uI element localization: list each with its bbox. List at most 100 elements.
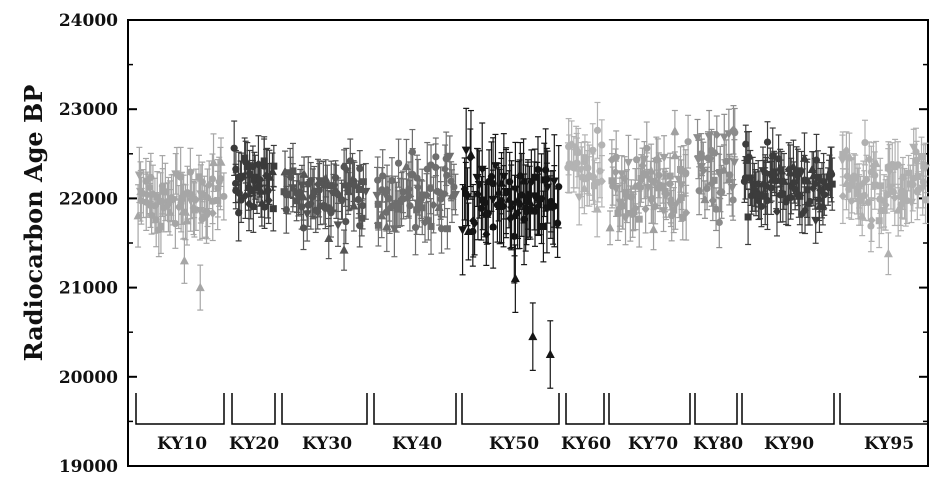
- data-point: [443, 225, 451, 233]
- data-point: [611, 167, 620, 177]
- data-point: [670, 126, 680, 135]
- group-bracket: [608, 393, 691, 425]
- data-point: [636, 183, 645, 192]
- data-point: [622, 189, 630, 197]
- data-point: [693, 134, 703, 143]
- series-KY60: [564, 101, 606, 238]
- group-label: KY90: [764, 434, 814, 454]
- data-point: [385, 194, 393, 203]
- data-point: [282, 206, 290, 214]
- data-point: [372, 191, 382, 201]
- data-point: [637, 174, 645, 182]
- group-label: KY10: [157, 434, 207, 454]
- data-point: [682, 208, 691, 218]
- y-tick-label: 19000: [59, 457, 118, 477]
- data-point: [280, 166, 290, 176]
- data-point: [811, 216, 821, 226]
- data-point: [253, 184, 261, 192]
- data-point: [715, 218, 723, 227]
- data-point: [339, 245, 349, 254]
- data-point: [650, 200, 660, 210]
- data-point: [752, 190, 760, 198]
- data-point: [450, 191, 460, 200]
- data-point: [241, 154, 249, 162]
- data-point: [288, 184, 298, 193]
- data-point: [818, 200, 828, 209]
- data-point: [429, 200, 438, 210]
- data-point: [722, 157, 730, 166]
- data-point: [666, 172, 674, 180]
- data-point: [646, 165, 656, 175]
- data-point: [682, 169, 690, 177]
- data-point: [374, 200, 382, 208]
- data-point: [643, 144, 651, 152]
- data-point: [797, 168, 807, 177]
- data-point: [573, 159, 581, 167]
- group-label: KY80: [693, 434, 743, 454]
- data-point: [490, 162, 500, 171]
- series-KY80: [693, 105, 739, 249]
- data-point: [744, 213, 752, 221]
- data-point: [461, 146, 471, 156]
- data-point: [710, 176, 718, 184]
- data-point: [921, 164, 930, 173]
- data-point: [445, 152, 455, 162]
- group-label: KY30: [302, 434, 352, 454]
- data-point: [597, 176, 606, 186]
- data-point: [315, 177, 325, 186]
- data-point: [761, 192, 769, 200]
- group-bracket: [281, 393, 368, 425]
- data-point: [427, 222, 435, 230]
- series-KY10: [133, 133, 228, 311]
- data-point: [850, 172, 858, 180]
- data-point: [677, 165, 685, 173]
- data-point: [489, 223, 497, 231]
- data-point: [249, 203, 257, 211]
- data-point: [134, 171, 144, 180]
- data-point: [649, 224, 659, 234]
- data-point: [355, 186, 363, 194]
- data-point: [655, 171, 663, 179]
- data-point: [605, 222, 615, 232]
- data-point: [343, 186, 353, 196]
- data-point: [743, 156, 751, 164]
- series-KY30: [280, 138, 371, 271]
- group-label: KY20: [229, 434, 279, 454]
- data-point: [302, 210, 312, 219]
- data-point: [298, 191, 308, 201]
- group-bracket: [565, 393, 605, 425]
- data-point: [510, 210, 520, 220]
- y-tick-label: 24000: [59, 11, 118, 31]
- data-point: [855, 182, 863, 190]
- data-point: [593, 126, 602, 134]
- data-point: [703, 184, 711, 193]
- data-point: [487, 173, 496, 181]
- data-point: [432, 153, 440, 161]
- group-label: KY60: [561, 434, 611, 454]
- data-point: [450, 183, 458, 191]
- data-point: [708, 196, 717, 206]
- data-point: [415, 199, 423, 207]
- data-point: [814, 173, 822, 181]
- data-point: [883, 248, 893, 258]
- series-KY70: [605, 109, 692, 251]
- data-point: [424, 217, 432, 225]
- series-KY20: [230, 120, 278, 242]
- data-point: [894, 161, 902, 169]
- data-point: [670, 150, 680, 160]
- data-point: [324, 233, 334, 243]
- y-tick-label: 23000: [59, 100, 118, 120]
- data-point: [861, 138, 869, 147]
- data-point: [379, 172, 387, 180]
- data-point: [342, 218, 350, 226]
- data-point: [202, 211, 211, 219]
- data-point: [890, 193, 899, 203]
- data-point: [401, 161, 411, 171]
- group-label: KY70: [628, 434, 678, 454]
- data-point: [528, 331, 538, 341]
- data-point: [358, 214, 366, 222]
- data-point: [589, 173, 597, 181]
- data-point: [195, 173, 203, 181]
- data-point: [679, 213, 687, 221]
- data-point: [280, 188, 288, 196]
